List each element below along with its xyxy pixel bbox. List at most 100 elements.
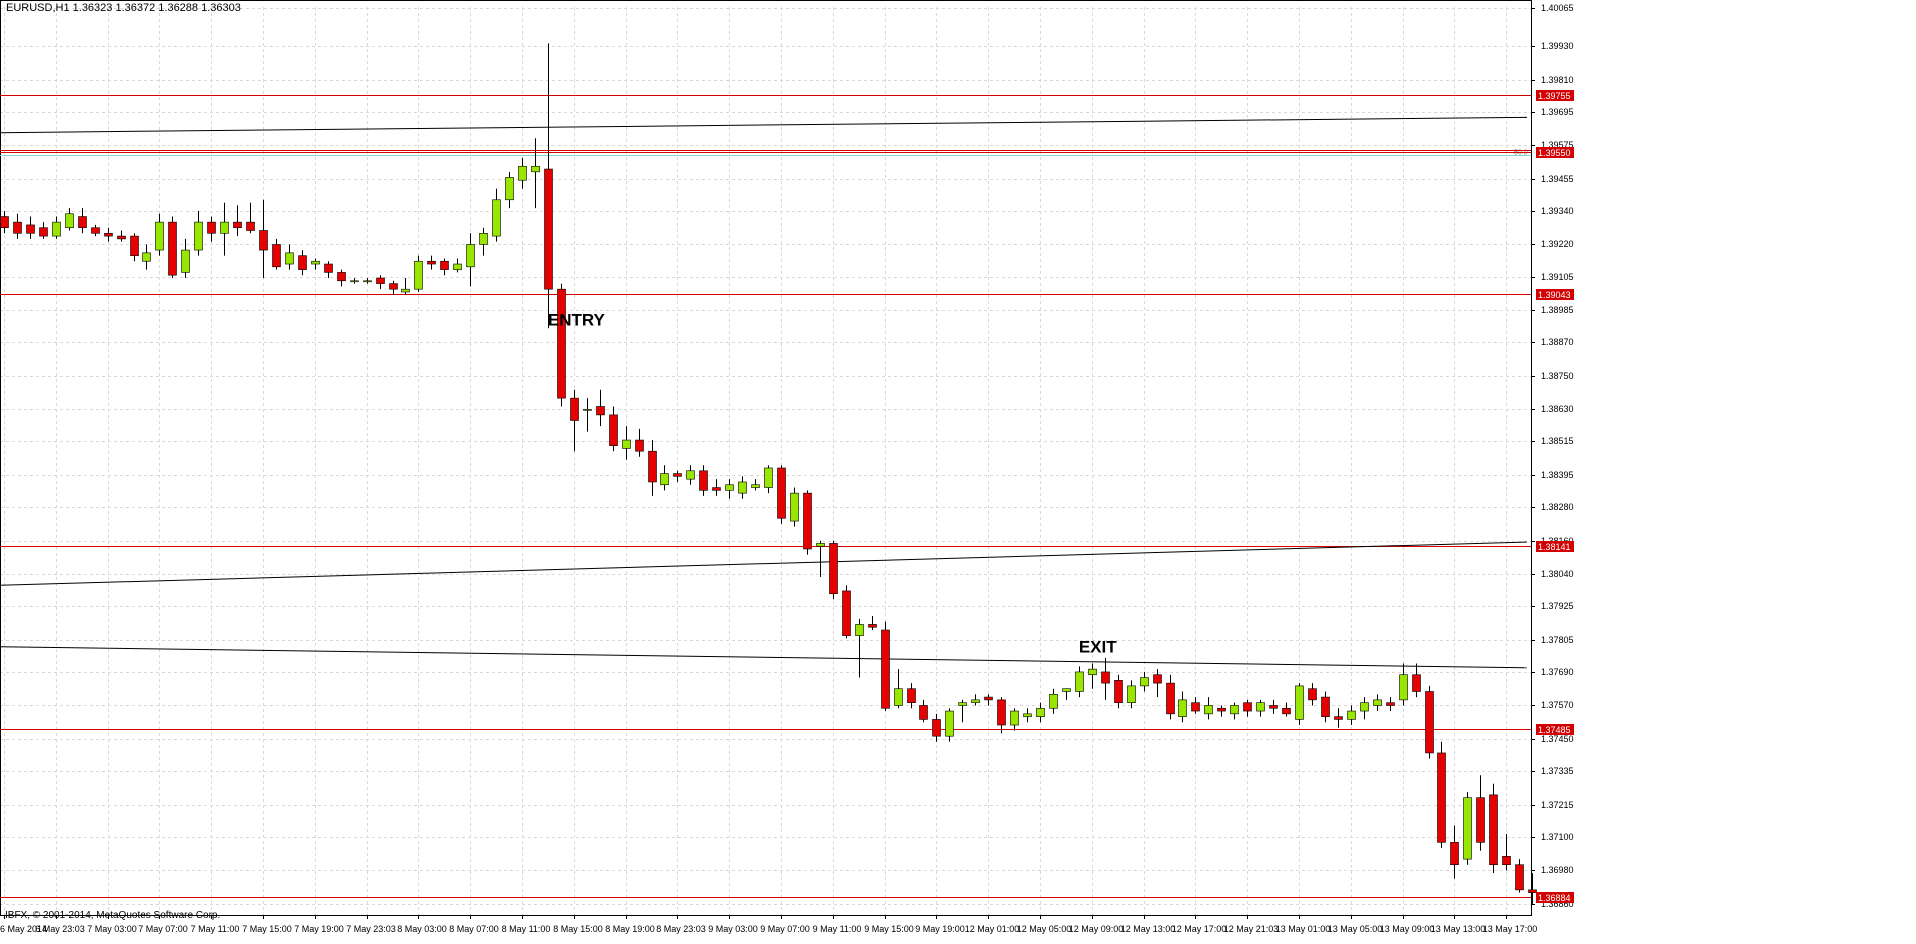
candle (648, 440, 657, 496)
candle (285, 244, 294, 270)
candle (881, 621, 890, 712)
bull-candle-body (1127, 685, 1136, 703)
candle (907, 683, 916, 709)
candle (790, 487, 799, 527)
price-tick-label: 1.37570 (1541, 700, 1574, 710)
chart-frame (0, 0, 1532, 916)
candle (1321, 691, 1330, 723)
candle (440, 258, 449, 276)
bull-candle-body (1049, 693, 1058, 709)
bull-candle-body (816, 543, 825, 547)
bear-candle-body (1321, 696, 1330, 717)
bull-candle-body (1075, 671, 1084, 692)
bull-candle-body (414, 260, 423, 290)
candle (414, 255, 423, 292)
bear-candle-body (104, 233, 113, 237)
bull-candle-body (155, 221, 164, 251)
bull-candle-body (1230, 705, 1239, 715)
time-tick-label: 12 May 13:00 (1121, 924, 1176, 934)
bear-candle-body (389, 283, 398, 290)
time-tick-label: 13 May 01:00 (1276, 924, 1331, 934)
bear-candle-body (91, 227, 100, 234)
bull-candle-body (1140, 677, 1149, 687)
candle (1373, 694, 1382, 712)
time-tick-label: 12 May 01:00 (965, 924, 1020, 934)
candle (1243, 699, 1252, 717)
time-tick-label: 7 May 19:00 (294, 924, 344, 934)
price-tick-label: 1.38750 (1541, 371, 1574, 381)
bear-candle-body (1114, 680, 1123, 703)
time-tick-label: 13 May 09:00 (1380, 924, 1435, 934)
bull-candle-body (466, 244, 475, 268)
candle (142, 244, 151, 270)
price-tick-label: 1.39810 (1541, 75, 1574, 85)
bear-candle-body (130, 235, 139, 256)
candle (1334, 708, 1343, 728)
bull-candle-body (1036, 707, 1045, 717)
candle (52, 216, 61, 239)
time-tick-label: 12 May 21:03 (1224, 924, 1279, 934)
candle (1502, 833, 1511, 871)
candle (894, 669, 903, 709)
bull-candle-body (945, 710, 954, 737)
bear-candle-body (777, 467, 786, 519)
candle (1437, 741, 1446, 848)
time-tick-label: 13 May 05:00 (1328, 924, 1383, 934)
level-price-box (1536, 147, 1574, 158)
time-tick-label: 13 May 13:00 (1431, 924, 1486, 934)
bull-candle-body (401, 288, 410, 293)
bear-candle-body (997, 699, 1006, 726)
time-tick-label: 8 May 11:00 (502, 924, 551, 934)
bear-candle-body (557, 288, 566, 399)
time-tick-label: 8 May 23:03 (656, 924, 706, 934)
price-tick-label: 1.38515 (1541, 436, 1574, 446)
bull-candle-body (363, 280, 372, 283)
price-tick-label: 1.38280 (1541, 502, 1574, 512)
candle (829, 540, 838, 600)
bull-candle-body (971, 699, 980, 703)
bear-candle-body (1476, 797, 1485, 843)
candle (65, 208, 74, 231)
price-tick-label: 1.37335 (1541, 766, 1574, 776)
candle (155, 213, 164, 256)
price-tick-label: 1.38630 (1541, 404, 1574, 414)
bull-candle-body (181, 249, 190, 273)
candle (945, 708, 954, 742)
bear-candle-body (1528, 889, 1537, 893)
time-tick-label: 8 May 15:00 (553, 924, 603, 934)
candle (777, 465, 786, 524)
bull-candle-body (1295, 685, 1304, 720)
level-price-label: 1.38141 (1538, 542, 1571, 552)
bear-candle-body (1282, 707, 1291, 715)
level-price-label: 1.39043 (1538, 290, 1571, 300)
candle (233, 205, 242, 237)
price-tick-label: 1.39930 (1541, 41, 1574, 51)
candle (1114, 674, 1123, 709)
bear-candle-body (440, 260, 449, 270)
time-tick-label: 9 May 15:00 (864, 924, 914, 934)
time-tick-label: 7 May 23:03 (346, 924, 396, 934)
candle (583, 398, 592, 432)
bull-candle-body (1399, 674, 1408, 701)
candle (699, 465, 708, 496)
price-tick-label: 1.38395 (1541, 470, 1574, 480)
time-tick-label: 8 May 19:00 (605, 924, 655, 934)
bear-candle-body (1450, 842, 1459, 866)
bull-candle-body (1010, 710, 1019, 726)
price-tick-label: 1.40065 (1541, 3, 1574, 13)
candle (686, 465, 695, 485)
candle (363, 278, 372, 284)
bear-candle-body (1217, 707, 1226, 712)
bear-candle-body (842, 590, 851, 636)
candle (298, 250, 307, 276)
bear-candle-body (907, 688, 916, 703)
bear-candle-body (868, 624, 877, 628)
candle (635, 428, 644, 457)
time-tick-label: 9 May 07:00 (760, 924, 810, 934)
bear-candle-body (635, 439, 644, 452)
bear-candle-body (712, 487, 721, 491)
candle (117, 230, 126, 242)
bear-candle-body (233, 221, 242, 229)
